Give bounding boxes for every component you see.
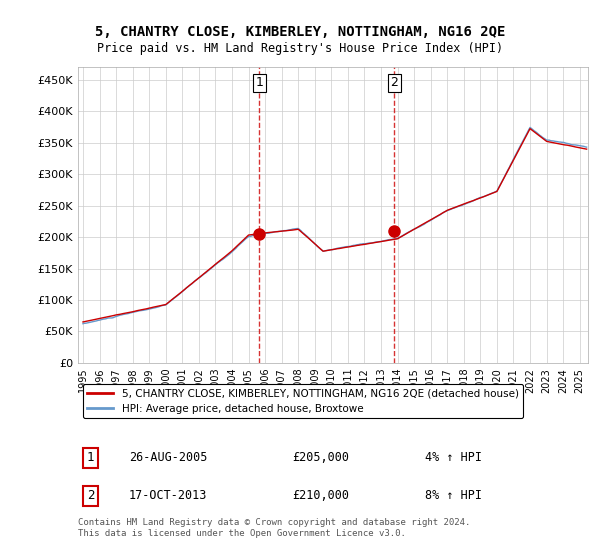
- Text: 26-AUG-2005: 26-AUG-2005: [129, 451, 208, 464]
- Text: £210,000: £210,000: [292, 489, 349, 502]
- Text: 17-OCT-2013: 17-OCT-2013: [129, 489, 208, 502]
- Legend: 5, CHANTRY CLOSE, KIMBERLEY, NOTTINGHAM, NG16 2QE (detached house), HPI: Average: 5, CHANTRY CLOSE, KIMBERLEY, NOTTINGHAM,…: [83, 384, 523, 418]
- Text: £205,000: £205,000: [292, 451, 349, 464]
- Text: Contains HM Land Registry data © Crown copyright and database right 2024.
This d: Contains HM Land Registry data © Crown c…: [78, 519, 470, 538]
- Text: 2: 2: [87, 489, 95, 502]
- Text: 1: 1: [87, 451, 95, 464]
- Text: 5, CHANTRY CLOSE, KIMBERLEY, NOTTINGHAM, NG16 2QE: 5, CHANTRY CLOSE, KIMBERLEY, NOTTINGHAM,…: [95, 25, 505, 39]
- Text: 8% ↑ HPI: 8% ↑ HPI: [425, 489, 482, 502]
- Text: 1: 1: [256, 76, 263, 89]
- Text: Price paid vs. HM Land Registry's House Price Index (HPI): Price paid vs. HM Land Registry's House …: [97, 42, 503, 55]
- Text: 4% ↑ HPI: 4% ↑ HPI: [425, 451, 482, 464]
- Text: 2: 2: [390, 76, 398, 89]
